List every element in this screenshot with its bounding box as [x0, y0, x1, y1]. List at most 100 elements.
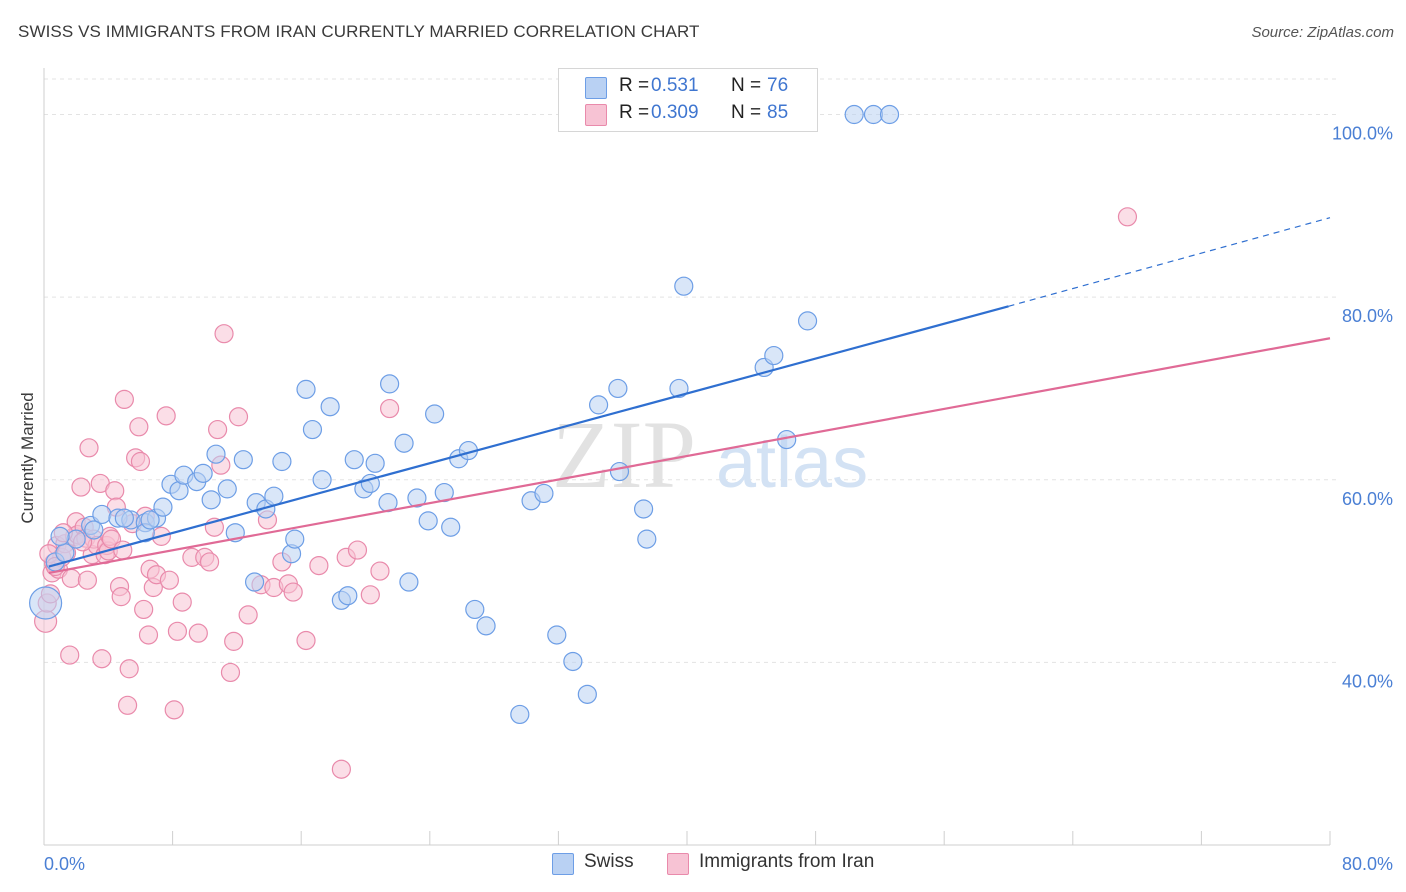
legend-n-label: N = [731, 75, 762, 96]
legend-r-label: R = [619, 102, 650, 123]
iran-point [224, 631, 244, 651]
swiss-point [797, 311, 818, 331]
y-tick-label: 40.0% [1342, 671, 1393, 691]
swiss-point [674, 276, 694, 296]
watermark: ZIP atlas [552, 401, 868, 508]
iran-point [79, 438, 99, 458]
swiss-point [879, 104, 900, 125]
legend: R = 0.531 N = 76 R = 0.309 N = 85 [558, 68, 818, 132]
swiss-point [312, 470, 332, 490]
swiss-point [547, 625, 567, 645]
gridlines [44, 78, 1338, 663]
swiss-swatch [585, 77, 607, 99]
swiss-point [510, 704, 530, 725]
iran-point [130, 451, 151, 472]
swiss-point [365, 453, 385, 473]
iran-point [105, 481, 125, 501]
chart-title: SWISS VS IMMIGRANTS FROM IRAN CURRENTLY … [18, 22, 700, 41]
tick-labels: 40.0% 60.0% 80.0% 100.0% 0.0% 80.0% [44, 124, 1393, 874]
legend-n-value: 76 [767, 75, 789, 96]
iran-trend-line [48, 337, 1331, 574]
iran-point [117, 695, 138, 715]
iran-swatch [667, 853, 689, 875]
swiss-point [344, 450, 364, 470]
swiss-point [637, 529, 657, 549]
y-tick-label: 60.0% [1342, 489, 1393, 509]
swiss-point [296, 379, 316, 399]
iran-point [138, 625, 159, 645]
swiss-point [217, 479, 237, 499]
iran-point [111, 587, 131, 607]
swiss-point [863, 104, 884, 125]
swiss-point [844, 104, 864, 125]
legend-n-label: N = [731, 102, 762, 123]
swiss-point [476, 616, 496, 636]
iran-point [92, 649, 112, 669]
x-tick-label: 0.0% [44, 854, 85, 874]
iran-point [1117, 207, 1138, 227]
iran-point [188, 623, 208, 643]
iran-point [77, 570, 98, 590]
swiss-point [272, 451, 292, 472]
legend-r-label: R = [619, 75, 650, 96]
iran-point [370, 561, 390, 581]
swiss-point [201, 490, 221, 510]
iran-point [220, 662, 241, 683]
iran-point [331, 759, 351, 779]
swiss-point [407, 488, 427, 508]
iran-point [119, 659, 139, 679]
legend-r-value: 0.531 [651, 75, 699, 96]
source-label: Source: ZipAtlas.com [1251, 24, 1394, 41]
iran-point [228, 407, 249, 427]
swiss-point [608, 378, 628, 399]
bottom-legend-label: Swiss [584, 851, 634, 872]
swiss-point [114, 508, 134, 528]
series-swiss-points [29, 104, 900, 725]
swiss-point [66, 529, 86, 549]
swiss-point [465, 599, 485, 620]
swiss-point [29, 586, 63, 620]
swiss-point [244, 572, 265, 592]
iran-point [164, 700, 184, 720]
swiss-point [609, 461, 630, 482]
iran-point [199, 552, 220, 572]
iran-point [214, 324, 234, 344]
swiss-point [84, 520, 104, 540]
y-axis-title: Currently Married [18, 392, 37, 523]
swiss-point [320, 397, 340, 417]
swiss-point [233, 450, 253, 470]
iran-point [360, 585, 380, 605]
swiss-point [418, 511, 438, 531]
iran-point [134, 599, 154, 620]
iran-point [347, 540, 368, 560]
legend-n-value: 85 [767, 102, 789, 123]
iran-point [61, 568, 81, 588]
iran-swatch [585, 104, 607, 126]
swiss-point [380, 374, 400, 394]
swiss-point [764, 345, 784, 366]
iran-point [156, 406, 176, 426]
swiss-point [50, 526, 70, 546]
swiss-point [206, 444, 226, 464]
iran-point [296, 630, 316, 651]
iran-point [159, 570, 179, 590]
swiss-point [140, 510, 160, 530]
trend-lines [48, 217, 1331, 574]
watermark-zip: ZIP [552, 401, 696, 508]
swiss-point [563, 651, 583, 672]
iran-point [172, 592, 192, 612]
iran-point [283, 582, 303, 602]
x-tick-label: 80.0% [1342, 854, 1393, 874]
swiss-point [193, 463, 213, 483]
swiss-point [394, 433, 414, 453]
swiss-trend-extension [1008, 217, 1331, 307]
swiss-point [338, 586, 358, 606]
y-tick-label: 80.0% [1342, 306, 1393, 326]
iran-point [208, 419, 228, 440]
iran-point [380, 398, 400, 419]
iran-point [129, 417, 149, 437]
swiss-point [285, 529, 305, 549]
bottom-legend-label: Immigrants from Iran [699, 851, 875, 872]
axes [43, 68, 1331, 846]
